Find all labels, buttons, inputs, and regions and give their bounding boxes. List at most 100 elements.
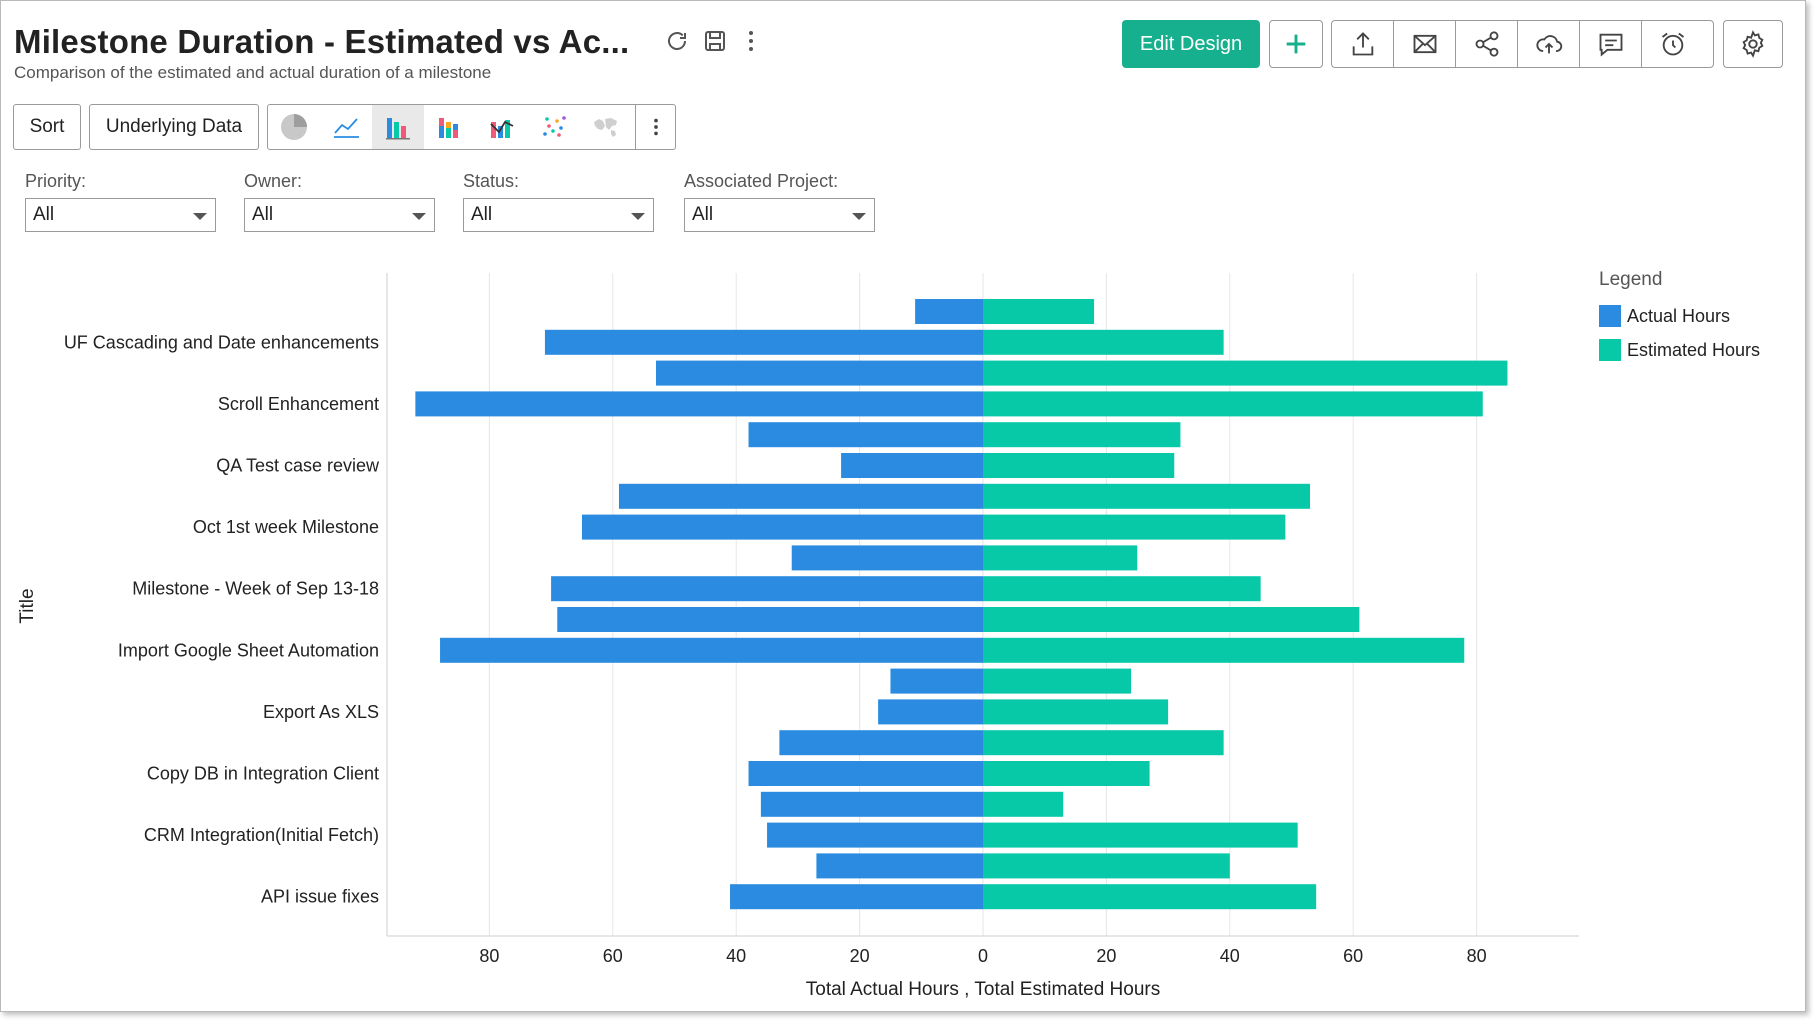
- chevron-down-icon: [193, 213, 207, 220]
- bar-estimated-hours: [983, 483, 1311, 509]
- filter-status-label: Status:: [463, 171, 520, 191]
- bar-actual-hours: [779, 730, 983, 756]
- y-tick-label: Export As XLS: [263, 702, 379, 722]
- bar-chart-icon: [383, 112, 413, 142]
- x-tick-label: 20: [850, 946, 870, 966]
- filter-owner-label: Owner:: [244, 171, 303, 191]
- bar-actual-hours: [878, 699, 983, 725]
- more-vertical-icon: [645, 116, 667, 138]
- bar-actual-hours: [841, 453, 983, 478]
- share-icon: [1473, 30, 1501, 58]
- bar-estimated-hours: [983, 822, 1298, 848]
- x-tick-label: 40: [1220, 946, 1240, 966]
- y-tick-label: Scroll Enhancement: [218, 394, 379, 414]
- combination-chart-icon: [487, 112, 517, 142]
- bar-actual-hours: [915, 299, 983, 324]
- bar-estimated-hours: [983, 884, 1317, 910]
- chevron-down-icon: [852, 213, 866, 220]
- legend-label-actual: Actual Hours: [1627, 305, 1731, 326]
- chart-type-pie[interactable]: [268, 105, 320, 149]
- filter-project-select[interactable]: All: [684, 198, 875, 232]
- bar-actual-hours: [581, 514, 983, 540]
- x-tick-label: 40: [726, 946, 746, 966]
- bar-estimated-hours: [983, 545, 1138, 571]
- bar-actual-hours: [415, 391, 983, 417]
- x-tick-label: 20: [1096, 946, 1116, 966]
- settings-button[interactable]: [1723, 20, 1783, 68]
- comment-icon: [1597, 30, 1625, 58]
- butterfly-bar-chart: UF Cascading and Date enhancements Scroll…: [17, 273, 1579, 1000]
- bar-estimated-hours: [983, 514, 1286, 540]
- chart-options-more[interactable]: [635, 105, 675, 149]
- bar-actual-hours: [748, 761, 983, 786]
- legend-item-actual[interactable]: Actual Hours: [1599, 305, 1730, 327]
- sort-button[interactable]: Sort: [13, 104, 81, 150]
- filter-priority-value: All: [33, 204, 55, 225]
- legend-swatch-estimated: [1599, 339, 1621, 361]
- refresh-icon[interactable]: [663, 27, 691, 55]
- y-tick-label: QA Test case review: [216, 456, 380, 476]
- bar-actual-hours: [767, 822, 983, 848]
- share-button[interactable]: [1456, 21, 1518, 67]
- chart-type-map[interactable]: [580, 105, 632, 149]
- y-tick-label: Oct 1st week Milestone: [193, 517, 379, 537]
- add-icon: [1282, 30, 1310, 58]
- bar-estimated-hours: [983, 391, 1483, 417]
- x-axis-title: Total Actual Hours , Total Estimated Hou…: [806, 979, 1160, 1000]
- bar-estimated-hours: [983, 422, 1181, 448]
- x-tick-label: 0: [978, 946, 988, 966]
- filter-project-label: Associated Project:: [684, 171, 839, 191]
- comment-button[interactable]: [1580, 21, 1642, 67]
- bar-estimated-hours: [983, 730, 1224, 756]
- pie-chart-icon: [279, 112, 309, 142]
- stacked-bar-chart-icon: [435, 112, 465, 142]
- bar-actual-hours: [544, 329, 983, 355]
- bar-estimated-hours: [983, 299, 1095, 324]
- publish-cloud-icon: [1535, 30, 1563, 58]
- chevron-down-icon: [631, 213, 645, 220]
- bar-actual-hours: [440, 637, 983, 663]
- more-vertical-icon[interactable]: [737, 27, 765, 55]
- underlying-data-button[interactable]: Underlying Data: [89, 104, 259, 150]
- line-chart-icon: [331, 112, 361, 142]
- email-button[interactable]: [1394, 21, 1456, 67]
- x-tick-label: 80: [479, 946, 499, 966]
- legend-item-estimated[interactable]: Estimated Hours: [1599, 339, 1760, 361]
- export-icon: [1349, 30, 1377, 58]
- bar-actual-hours: [551, 576, 983, 602]
- email-icon: [1411, 30, 1439, 58]
- filter-priority-label: Priority:: [25, 171, 87, 191]
- bar-estimated-hours: [983, 607, 1360, 632]
- chart-type-line[interactable]: [320, 105, 372, 149]
- chart-type-combination[interactable]: [476, 105, 528, 149]
- save-icon[interactable]: [701, 27, 729, 55]
- action-toolbar: [1331, 20, 1714, 68]
- edit-design-button[interactable]: Edit Design: [1122, 20, 1260, 68]
- bar-actual-hours: [816, 853, 983, 879]
- alarm-button[interactable]: [1642, 21, 1704, 67]
- export-button[interactable]: [1332, 21, 1394, 67]
- publish-button[interactable]: [1518, 21, 1580, 67]
- y-tick-label: Copy DB in Integration Client: [147, 764, 379, 784]
- chart-type-bar[interactable]: [372, 105, 424, 149]
- x-tick-label: 80: [1467, 946, 1487, 966]
- bar-estimated-hours: [983, 637, 1465, 663]
- filter-priority-select[interactable]: All: [25, 198, 216, 232]
- bar-estimated-hours: [983, 761, 1150, 786]
- chart-type-stacked-bar[interactable]: [424, 105, 476, 149]
- bar-estimated-hours: [983, 699, 1169, 725]
- bar-actual-hours: [748, 422, 983, 448]
- bar-estimated-hours: [983, 453, 1175, 478]
- map-chart-icon: [591, 112, 621, 142]
- filter-status-select[interactable]: All: [463, 198, 654, 232]
- chart-type-scatter[interactable]: [528, 105, 580, 149]
- bar-estimated-hours: [983, 576, 1261, 602]
- legend-label-estimated: Estimated Hours: [1627, 339, 1761, 360]
- y-tick-label: UF Cascading and Date enhancements: [64, 332, 379, 352]
- bar-actual-hours: [655, 360, 983, 386]
- add-button[interactable]: [1269, 20, 1323, 68]
- filter-owner-select[interactable]: All: [244, 198, 435, 232]
- legend-swatch-actual: [1599, 305, 1621, 327]
- filter-status-value: All: [471, 204, 493, 225]
